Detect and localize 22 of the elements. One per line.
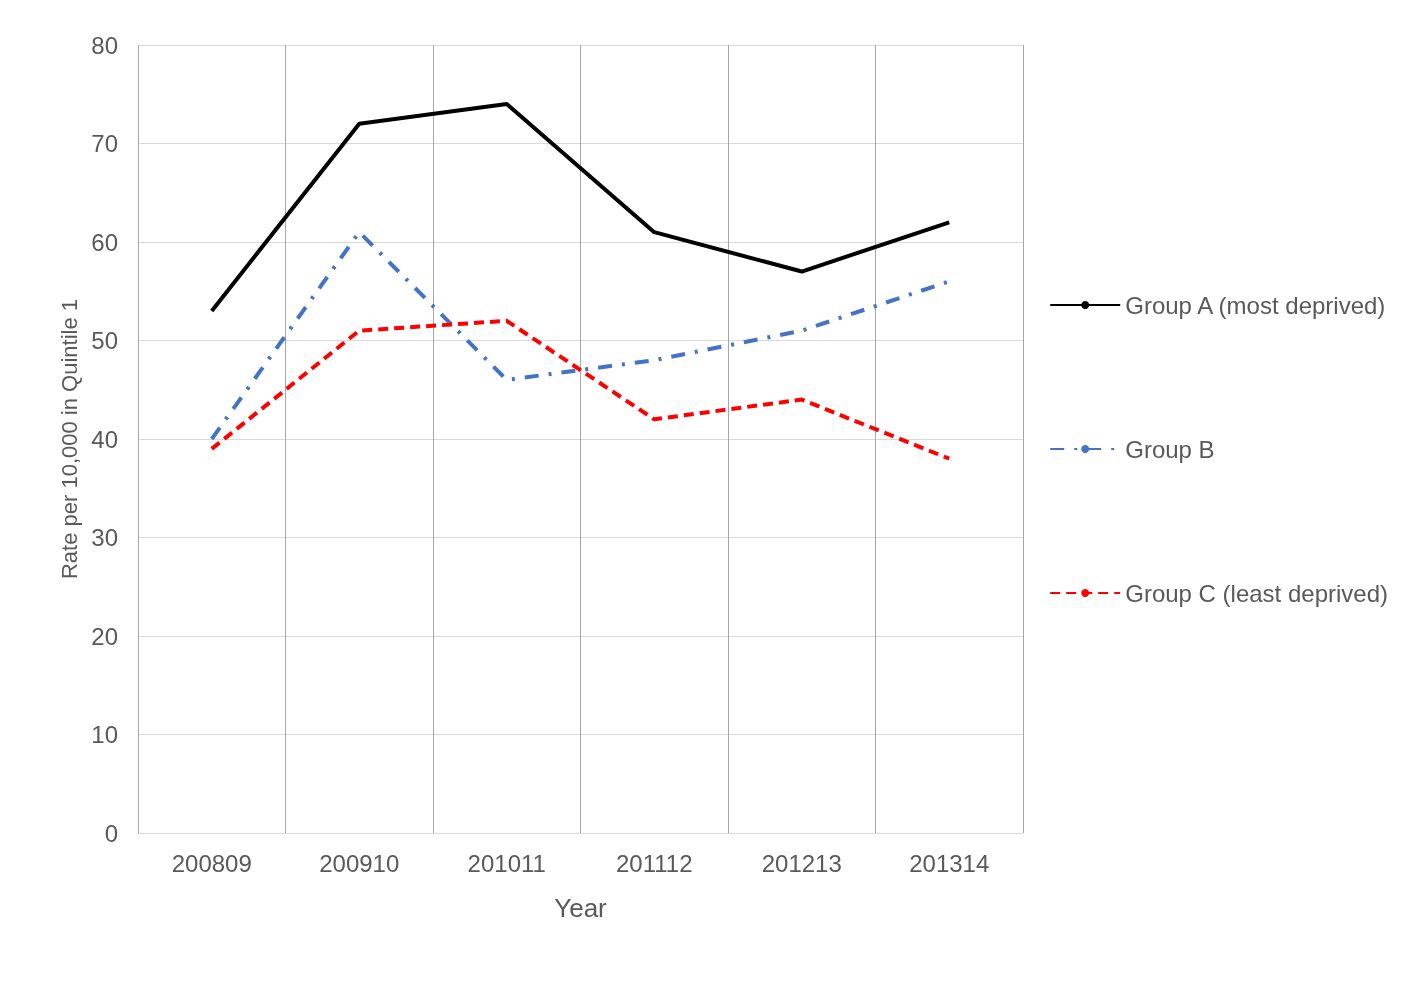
legend-label: Group A (most deprived) xyxy=(1125,291,1386,319)
x-tick-label: 200809 xyxy=(171,849,252,877)
y-tick-label: 80 xyxy=(91,31,118,59)
y-tick-label: 60 xyxy=(91,228,118,256)
legend-label: Group C (least deprived) xyxy=(1125,579,1388,607)
x-tick-label: 201213 xyxy=(761,849,842,877)
y-tick-label: 40 xyxy=(91,425,118,453)
y-tick-label: 20 xyxy=(91,622,118,650)
y-tick-label: 10 xyxy=(91,721,118,748)
x-tick-label: 201011 xyxy=(467,849,546,877)
x-tick-label: 201314 xyxy=(909,849,990,877)
y-tick-label: 50 xyxy=(91,327,118,354)
y-tick-label: 70 xyxy=(91,130,118,157)
legend-label: Group B xyxy=(1125,435,1215,463)
x-axis-title: Year xyxy=(554,893,608,923)
x-tick-label: 201112 xyxy=(615,849,693,877)
line-series xyxy=(209,102,952,313)
x-tick-label: 200910 xyxy=(319,849,400,877)
line-series xyxy=(209,318,952,461)
y-tick-label: 30 xyxy=(91,524,118,551)
y-tick-label: 0 xyxy=(104,819,118,847)
y-axis-title: Rate per 10,000 in Quintile 1 xyxy=(56,298,82,580)
